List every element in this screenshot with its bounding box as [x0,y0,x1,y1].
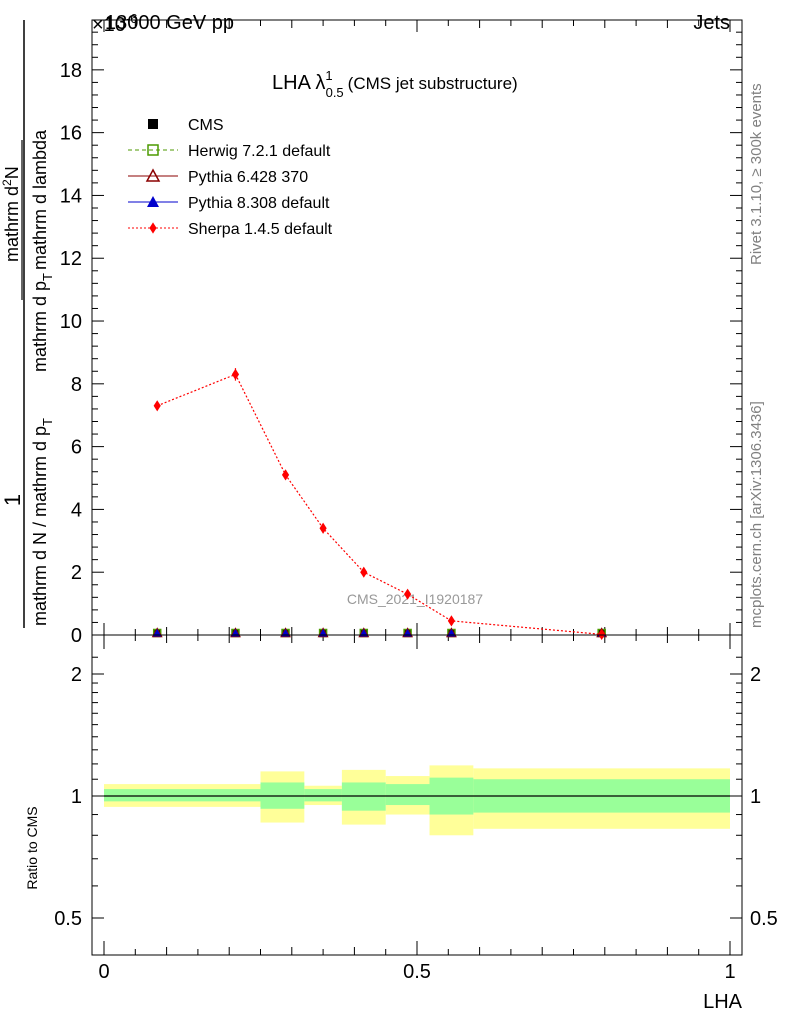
main-ytick-label: 14 [60,185,82,207]
legend-marker [149,222,157,234]
data-point [598,628,606,640]
main-ytick-label: 16 [60,123,82,145]
ylabel-prefix: 1 [0,494,25,506]
rivet-label: Rivet 3.1.10, ≥ 300k events [748,83,765,265]
main-ytick-label: 4 [71,499,82,521]
legend-marker [147,196,159,207]
ratio-inner-band [385,784,430,806]
data-point [360,566,368,578]
legend-marker [147,144,159,156]
ratio-frame [91,634,743,956]
main-ytick-label: 0 [71,625,82,647]
ratio-ytick-label: 0.5 [54,908,82,930]
main-ytick-label: 10 [60,311,82,333]
ratio-xtick-label: 1 [724,961,735,983]
ratio-bands [104,765,730,836]
legend-label: Pythia 6.428 370 [188,169,308,186]
ratio-xtick-label: 0.5 [403,961,431,983]
process-label: Jets [693,12,730,34]
main-ylabel: 1 mathrm d N / mathrm d pT mathrm d2N ma… [0,20,55,628]
legend-entry: CMS [148,117,224,134]
ratio-axes: 0.5 0.5 1 1 2 2 0 0.5 1 [54,635,778,983]
main-ytick-label: 6 [71,437,82,459]
data-point [281,469,290,481]
data-point [447,615,456,627]
legend-entry: Herwig 7.2.1 default [128,143,331,160]
ratio-ylabel: Ratio to CMS [24,806,40,889]
x-axis-label: LHA [703,991,743,1013]
legend: CMS Herwig 7.2.1 default Pythia 6.428 370 P… [128,117,333,238]
ylabel-numerator: mathrm d2N [0,166,22,262]
data-point [231,368,240,381]
data-point [319,522,327,534]
legend-marker [148,119,158,129]
legend-entry: Sherpa 1.4.5 default [128,221,333,238]
ratio-ytick-label: 2 [71,664,82,686]
main-ytick-label: 12 [60,248,82,270]
main-ytick-label: 2 [71,562,82,584]
ratio-inner-band [304,789,342,802]
main-ytick-label: 18 [60,60,82,82]
ratio-ytick-label-right: 0.5 [750,908,778,930]
ylabel-denominator: mathrm d N / mathrm d pT [30,418,55,626]
main-ytick-label: 8 [71,374,82,396]
ratio-inner-band [104,789,261,802]
analysis-watermark: CMS_2021_I1920187 [347,591,483,607]
main-frame [91,19,743,636]
legend-label: Pythia 8.308 default [188,195,330,212]
series-sherpa-1-4-5-default [153,368,606,640]
legend-marker [145,168,161,182]
main-y-axis: 0 2 4 6 8 10 12 14 16 18 [60,20,742,647]
plot-title: LHA λ1 0.5 (CMS jet substructure) [272,68,518,100]
legend-label: CMS [188,117,224,134]
legend-label: Sherpa 1.4.5 default [188,221,333,238]
legend-label: Herwig 7.2.1 default [188,143,331,160]
legend-entry: Pythia 8.308 default [128,195,330,212]
series-line [156,373,602,635]
mcplots-label: mcplots.cern.ch [arXiv:1306.3436] [748,401,765,628]
data-point [404,588,412,600]
energy-label: 13000 GeV pp [105,12,234,34]
ratio-xtick-label: 0 [98,961,109,983]
data-point [153,400,161,412]
ylabel-bottom-line: mathrm d pTmathrm d lambda [30,129,55,372]
legend-entry: Pythia 6.428 370 [128,168,308,186]
ratio-ytick-label-right: 2 [750,664,761,686]
ratio-ytick-label-right: 1 [750,786,761,808]
ratio-ytick-label: 1 [71,786,82,808]
